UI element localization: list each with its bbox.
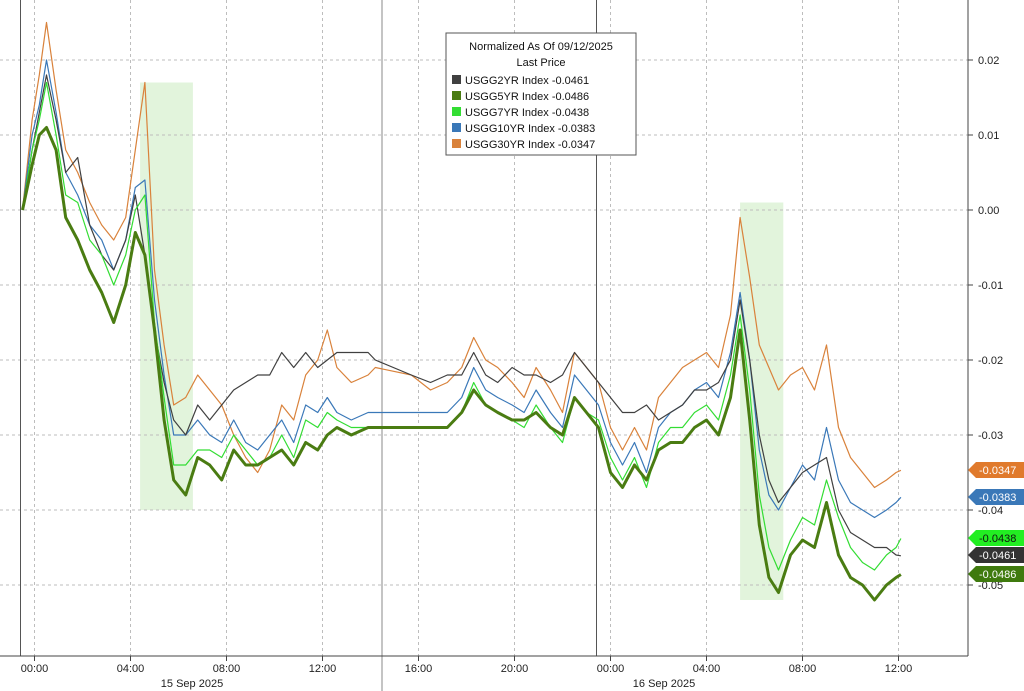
legend-swatch-0 [452, 75, 461, 84]
last-value-tag-0 [968, 547, 1024, 563]
legend-subtitle: Last Price [517, 57, 566, 69]
legend-swatch-1 [452, 91, 461, 100]
legend-entry-3: USGG10YR Index -0.0383 [465, 123, 595, 135]
last-value-label-3: -0.0383 [979, 492, 1016, 504]
x-tick-label-6: 00:00 [597, 663, 625, 675]
legend-swatch-4 [452, 139, 461, 148]
legend-entry-0: USGG2YR Index -0.0461 [465, 75, 589, 87]
y-tick-label-3: -0.01 [978, 280, 1003, 292]
legend[interactable]: Normalized As Of 09/12/2025 Last Price USG… [445, 32, 637, 156]
legend-entry-1: USGG5YR Index -0.0486 [465, 91, 589, 103]
legend-box [445, 32, 637, 156]
legend-swatch-3 [452, 123, 461, 132]
y-tick-label-4: -0.02 [978, 355, 1003, 367]
legend-title: Normalized As Of 09/12/2025 [469, 41, 613, 53]
last-value-tags: -0.0461 -0.0486 -0.0438 -0.0383 -0.0347 [968, 462, 1024, 582]
x-tick-label-0: 00:00 [21, 663, 49, 675]
date-label-0: 15 Sep 2025 [161, 678, 223, 690]
legend-entry-2: USGG7YR Index -0.0438 [465, 107, 589, 119]
x-tick-label-2: 08:00 [213, 663, 241, 675]
y-tick-label-5: -0.03 [978, 430, 1003, 442]
date-label-1: 16 Sep 2025 [633, 678, 695, 690]
y-tick-label-6: -0.04 [978, 505, 1003, 517]
y-tick-label-1: 0.01 [978, 130, 999, 142]
y-tick-label-2: 0.00 [978, 205, 999, 217]
series-line-usgg5yr [21, 126, 902, 602]
series-line-usgg30yr [21, 21, 902, 489]
axes: 0.02 0.01 0.00 -0.01 -0.02 -0.03 -0.04 -0.05 00:… [0, 0, 1003, 690]
series-lines [21, 21, 902, 602]
y-tick-label-7: -0.05 [978, 580, 1003, 592]
shaded-periods [140, 82, 784, 600]
x-tick-label-5: 20:00 [501, 663, 529, 675]
x-tick-label-7: 04:00 [693, 663, 721, 675]
last-value-tag-4 [968, 462, 1024, 478]
x-tick-label-1: 04:00 [117, 663, 145, 675]
x-tick-label-4: 16:00 [405, 663, 433, 675]
last-value-tag-1 [968, 566, 1024, 582]
series-line-usgg7yr [21, 81, 902, 571]
last-value-tag-3 [968, 489, 1024, 505]
legend-entry-4: USGG30YR Index -0.0347 [465, 139, 595, 151]
x-tick-label-3: 12:00 [309, 663, 337, 675]
last-value-label-0: -0.0461 [979, 550, 1016, 562]
series-line-usgg10yr [21, 59, 902, 519]
last-value-label-1: -0.0486 [979, 569, 1016, 581]
legend-swatch-2 [452, 107, 461, 116]
x-tick-label-8: 08:00 [789, 663, 817, 675]
x-tick-label-9: 12:00 [885, 663, 913, 675]
last-value-label-2: -0.0438 [979, 533, 1016, 545]
y-tick-label-0: 0.02 [978, 55, 999, 67]
last-value-tag-2 [968, 530, 1024, 546]
last-value-label-4: -0.0347 [979, 465, 1016, 477]
